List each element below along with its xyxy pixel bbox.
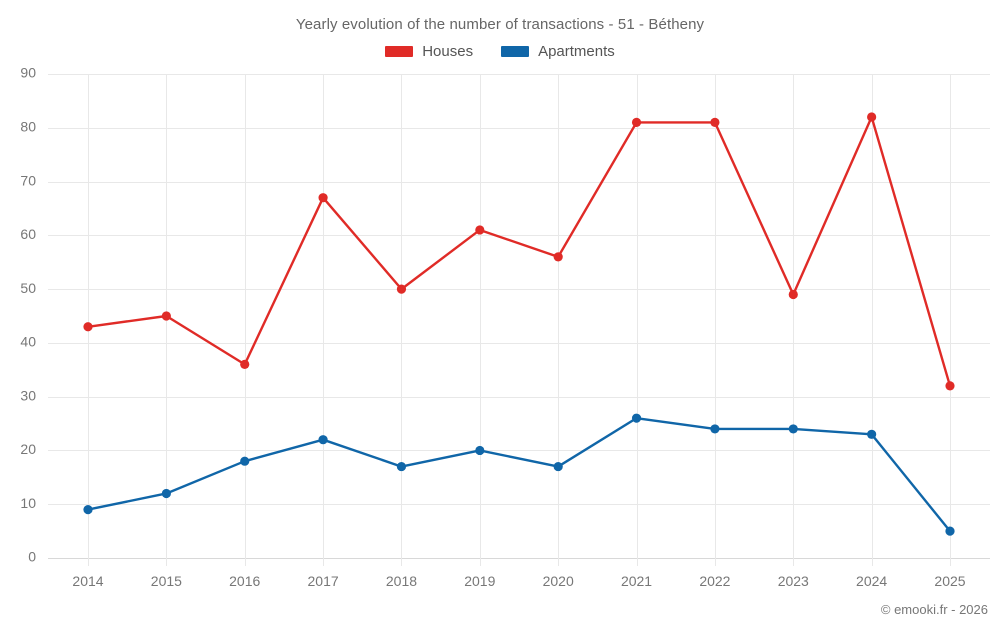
legend-label-houses: Houses	[422, 43, 474, 60]
x-axis-tick-label: 2017	[308, 573, 339, 589]
data-series	[83, 112, 955, 536]
x-axis-tick-label: 2014	[72, 573, 103, 589]
x-axis-tick-label: 2025	[934, 573, 965, 589]
chart-footer-credit: © emooki.fr - 2026	[880, 602, 988, 617]
y-axis-ticks: 0 10 20 30 40 50 60 70 80 90	[20, 65, 36, 565]
data-point[interactable]	[161, 311, 171, 321]
data-point[interactable]	[161, 488, 171, 499]
data-point[interactable]	[396, 284, 407, 294]
data-point[interactable]	[710, 117, 720, 127]
data-point[interactable]	[631, 117, 642, 127]
data-point[interactable]	[83, 505, 93, 515]
line-swatch-icon	[501, 46, 530, 57]
x-axis-tick-label: 2024	[856, 573, 887, 589]
x-axis-tick-label: 2021	[621, 573, 652, 589]
x-axis-ticks: 2014 2015 2016 2017 2018 2019 2020 2021 2022 2023…	[72, 573, 965, 589]
legend-item-houses[interactable]: Houses	[385, 44, 473, 59]
data-point[interactable]	[867, 429, 877, 439]
y-axis-tick-label: 80	[20, 118, 36, 134]
legend-item-apartments[interactable]: Apartments	[501, 44, 615, 59]
data-point[interactable]	[710, 424, 720, 434]
data-point[interactable]	[631, 413, 642, 423]
x-axis-tick-label: 2020	[543, 573, 574, 589]
data-point[interactable]	[788, 289, 798, 300]
data-point[interactable]	[475, 225, 485, 235]
x-axis-tick-label: 2019	[464, 573, 495, 589]
line-swatch-icon	[385, 46, 414, 57]
data-point[interactable]	[475, 445, 485, 456]
x-axis-tick-label: 2018	[386, 573, 417, 589]
x-axis-tick-label: 2015	[151, 573, 182, 589]
y-axis-tick-label: 40	[20, 334, 36, 350]
data-point[interactable]	[318, 193, 328, 203]
y-axis-tick-label: 60	[20, 226, 36, 242]
data-point[interactable]	[83, 322, 93, 332]
chart-legend: Houses Apartments	[0, 44, 1000, 59]
y-axis-tick-label: 50	[20, 280, 36, 296]
legend-label-apartments: Apartments	[538, 43, 615, 60]
y-axis-tick-label: 10	[20, 495, 36, 511]
series-line-houses[interactable]	[86, 115, 952, 388]
data-point[interactable]	[396, 461, 407, 472]
grid-lines	[48, 74, 990, 566]
x-axis-tick-label: 2022	[699, 573, 730, 589]
data-point[interactable]	[945, 381, 955, 391]
data-point[interactable]	[553, 461, 563, 472]
series-line-apartments[interactable]	[86, 416, 952, 533]
y-axis-tick-label: 0	[28, 549, 36, 565]
x-axis-tick-label: 2023	[778, 573, 809, 589]
y-axis-tick-label: 90	[20, 65, 36, 81]
data-point[interactable]	[788, 424, 798, 434]
data-point[interactable]	[318, 435, 328, 445]
data-point[interactable]	[945, 526, 955, 536]
data-point[interactable]	[240, 456, 250, 466]
data-point[interactable]	[553, 252, 563, 262]
y-axis-tick-label: 70	[20, 172, 36, 188]
data-point[interactable]	[240, 359, 250, 369]
y-axis-tick-label: 30	[20, 387, 36, 403]
y-axis-tick-label: 20	[20, 441, 36, 457]
chart-title: Yearly evolution of the number of transa…	[295, 16, 705, 33]
data-point[interactable]	[867, 112, 877, 122]
x-axis-tick-label: 2016	[229, 573, 260, 589]
